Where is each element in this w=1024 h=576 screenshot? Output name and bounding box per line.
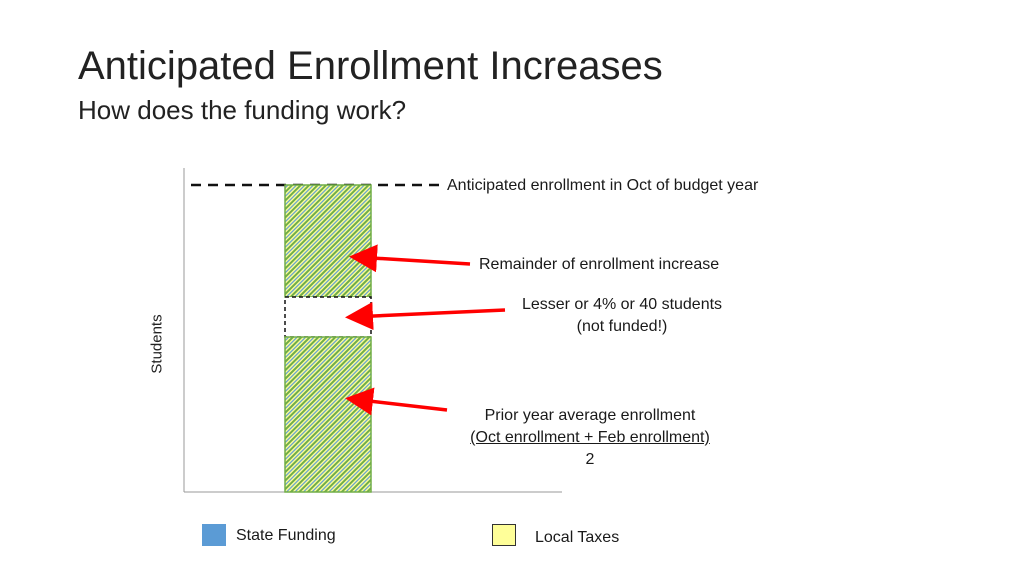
legend-swatch-local-taxes xyxy=(492,524,516,546)
legend-label-state-funding: State Funding xyxy=(236,527,336,544)
prior-year-label-line1: Prior year average enrollment xyxy=(484,407,696,424)
legend-label-local-taxes: Local Taxes xyxy=(535,529,620,546)
arrow-unfunded xyxy=(345,302,506,331)
anticipated-enrollment-label: Anticipated enrollment in Oct of budget … xyxy=(447,177,759,194)
bar-prior-year-segment xyxy=(284,336,372,493)
unfunded-label: Lesser or 4% or 40 students (not funded!… xyxy=(512,294,732,338)
y-axis-label: Students xyxy=(148,314,166,374)
bar-remainder-segment xyxy=(284,184,372,298)
remainder-label: Remainder of enrollment increase xyxy=(479,256,720,273)
arrow-prior-year xyxy=(345,387,448,416)
legend-swatch-state-funding xyxy=(202,524,226,546)
unfunded-label-line1: Lesser or 4% or 40 students xyxy=(521,296,723,313)
unfunded-label-line2: (not funded!) xyxy=(576,318,668,335)
page-subtitle: How does the funding work? xyxy=(78,95,407,125)
page-title: Anticipated Enrollment Increases xyxy=(78,44,663,88)
arrow-remainder xyxy=(349,244,471,273)
prior-year-label: Prior year average enrollment (Oct enrol… xyxy=(450,405,730,471)
prior-year-numerator: (Oct enrollment + Feb enrollment) xyxy=(470,429,710,446)
prior-year-denominator: 2 xyxy=(585,451,595,468)
